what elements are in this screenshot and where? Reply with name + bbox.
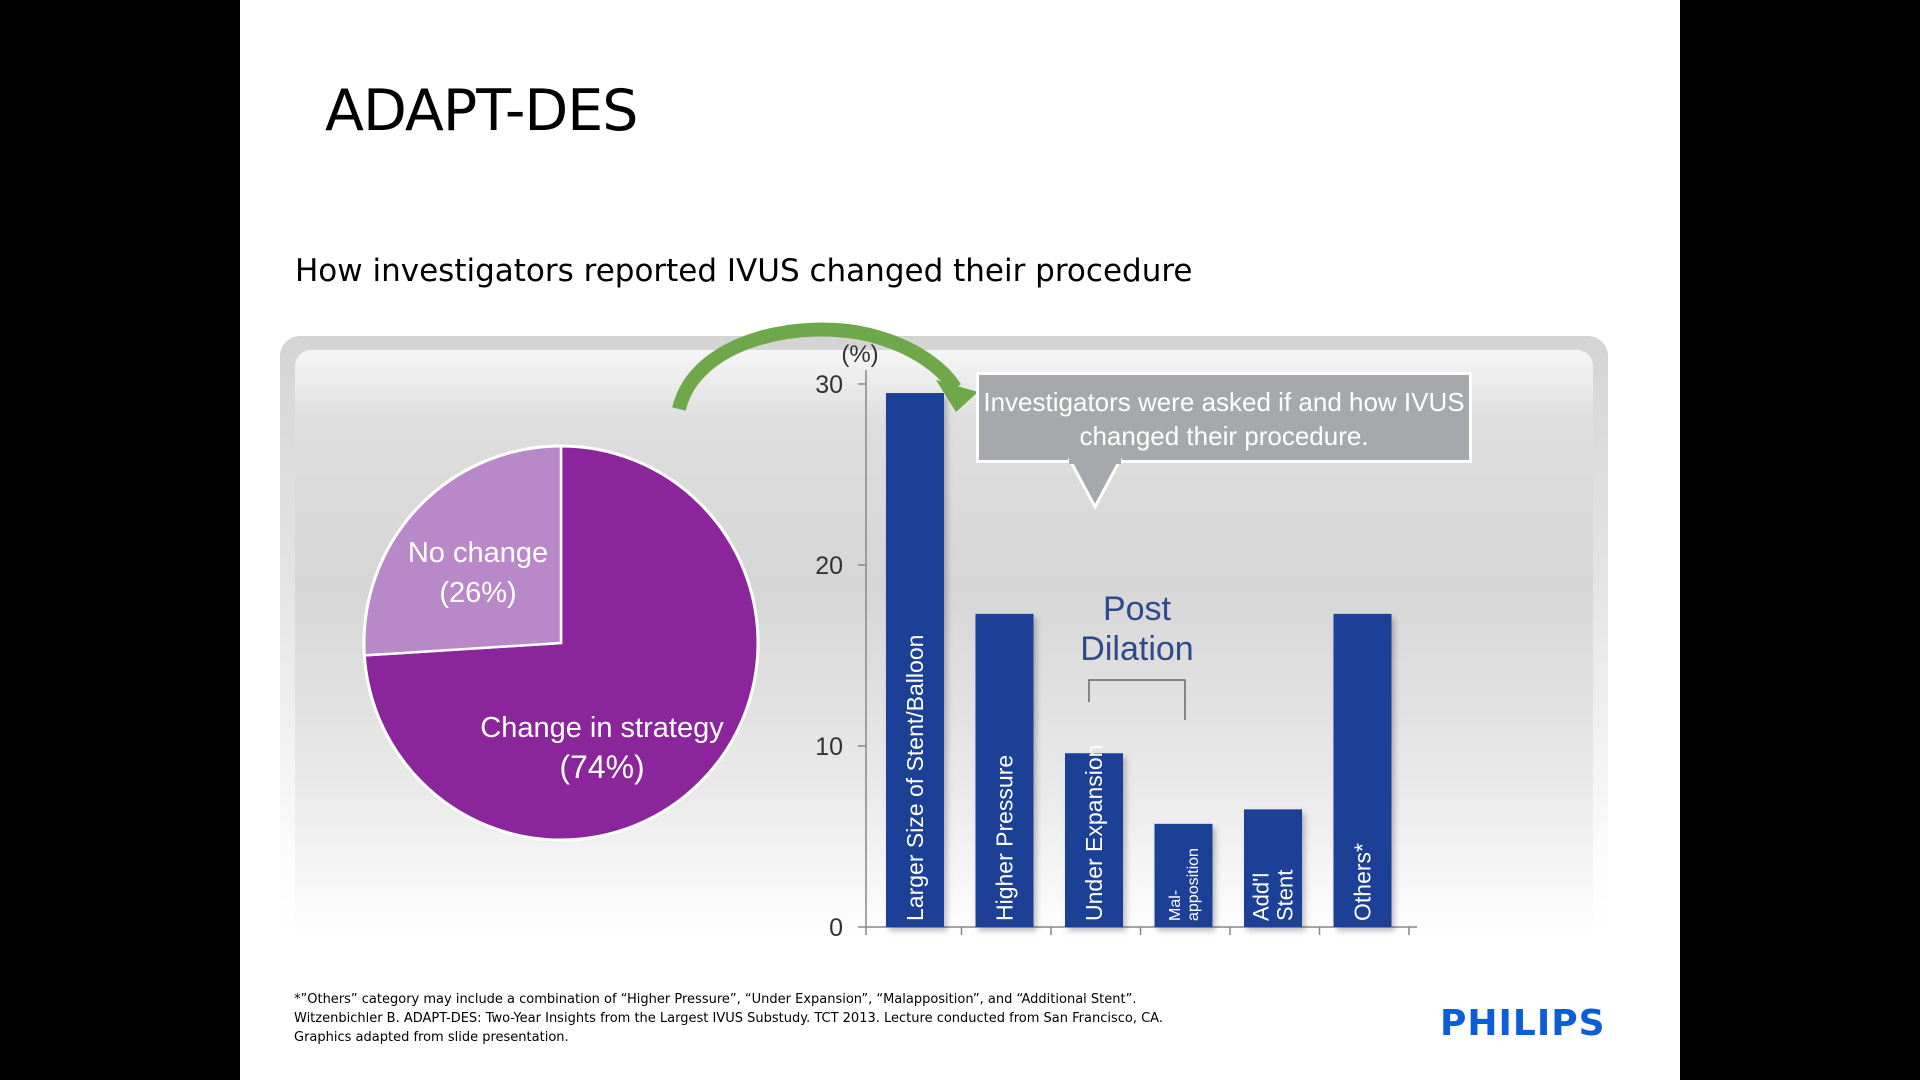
footnote-line: Graphics adapted from slide presentation… [294, 1030, 569, 1045]
bar-category-label: Stent [1273, 870, 1298, 921]
bar-category-label: Others* [1350, 843, 1376, 921]
annotation-text: Dilation [1080, 630, 1193, 668]
bar [1154, 823, 1213, 927]
bar [1333, 613, 1392, 927]
bar-category-label: Larger Size of Stent/Balloon [902, 635, 928, 921]
y-tick-label: 20 [815, 552, 843, 580]
slide: ADAPT-DES How investigators reported IVU… [240, 0, 1680, 1080]
callout-box: Investigators were asked if and how IVUS… [976, 372, 1472, 463]
pie-label: No change [408, 537, 548, 569]
bar-category-label: apposition [1185, 848, 1202, 921]
slide-title: ADAPT-DES [325, 78, 638, 144]
slide-subtitle: How investigators reported IVUS changed … [295, 253, 1193, 289]
arrow-shaft [672, 322, 961, 411]
annotation-bracket [1088, 679, 1186, 720]
bar [975, 613, 1034, 927]
bar-category-label: Higher Pressure [992, 755, 1018, 921]
bar-chart: (%) 0 10 20 30 Larger Size of Stent/Balloon Hi… [815, 341, 1417, 942]
y-axis-label: (%) [841, 341, 878, 368]
pie-label-value: (74%) [559, 749, 644, 785]
bar [886, 393, 944, 927]
y-tick-label: 10 [815, 733, 843, 761]
footnotes: *”Others” category may include a combina… [294, 990, 1163, 1047]
pie-chart: Change in strategy (74%) No change (26%) [362, 444, 760, 842]
pie-label-value: (26%) [439, 577, 516, 609]
bar [1244, 809, 1302, 927]
bar-category-label: Add'l [1249, 873, 1274, 921]
footnote-line: Witzenbichler B. ADAPT-DES: Two-Year Ins… [294, 1011, 1163, 1026]
callout-text: Investigators were asked if and how IVUS… [983, 387, 1465, 451]
pie-outline [362, 444, 760, 842]
bar-category-label: Mal- [1167, 890, 1184, 921]
chart-canvas: Change in strategy (74%) No change (26%) (%… [362, 322, 1417, 942]
pie-label: Change in strategy [480, 712, 724, 744]
footnote-line: *”Others” category may include a combina… [294, 992, 1137, 1007]
philips-logo: PHILIPS [1440, 1003, 1606, 1044]
bar [1065, 753, 1123, 927]
y-tick-label: 0 [829, 914, 843, 942]
curved-arrow-icon [672, 322, 978, 412]
bar-category-label: Under Expansion [1081, 745, 1107, 921]
annotation-text: Post [1103, 590, 1172, 628]
y-tick-label: 30 [815, 371, 843, 399]
arrow-head [936, 380, 978, 412]
